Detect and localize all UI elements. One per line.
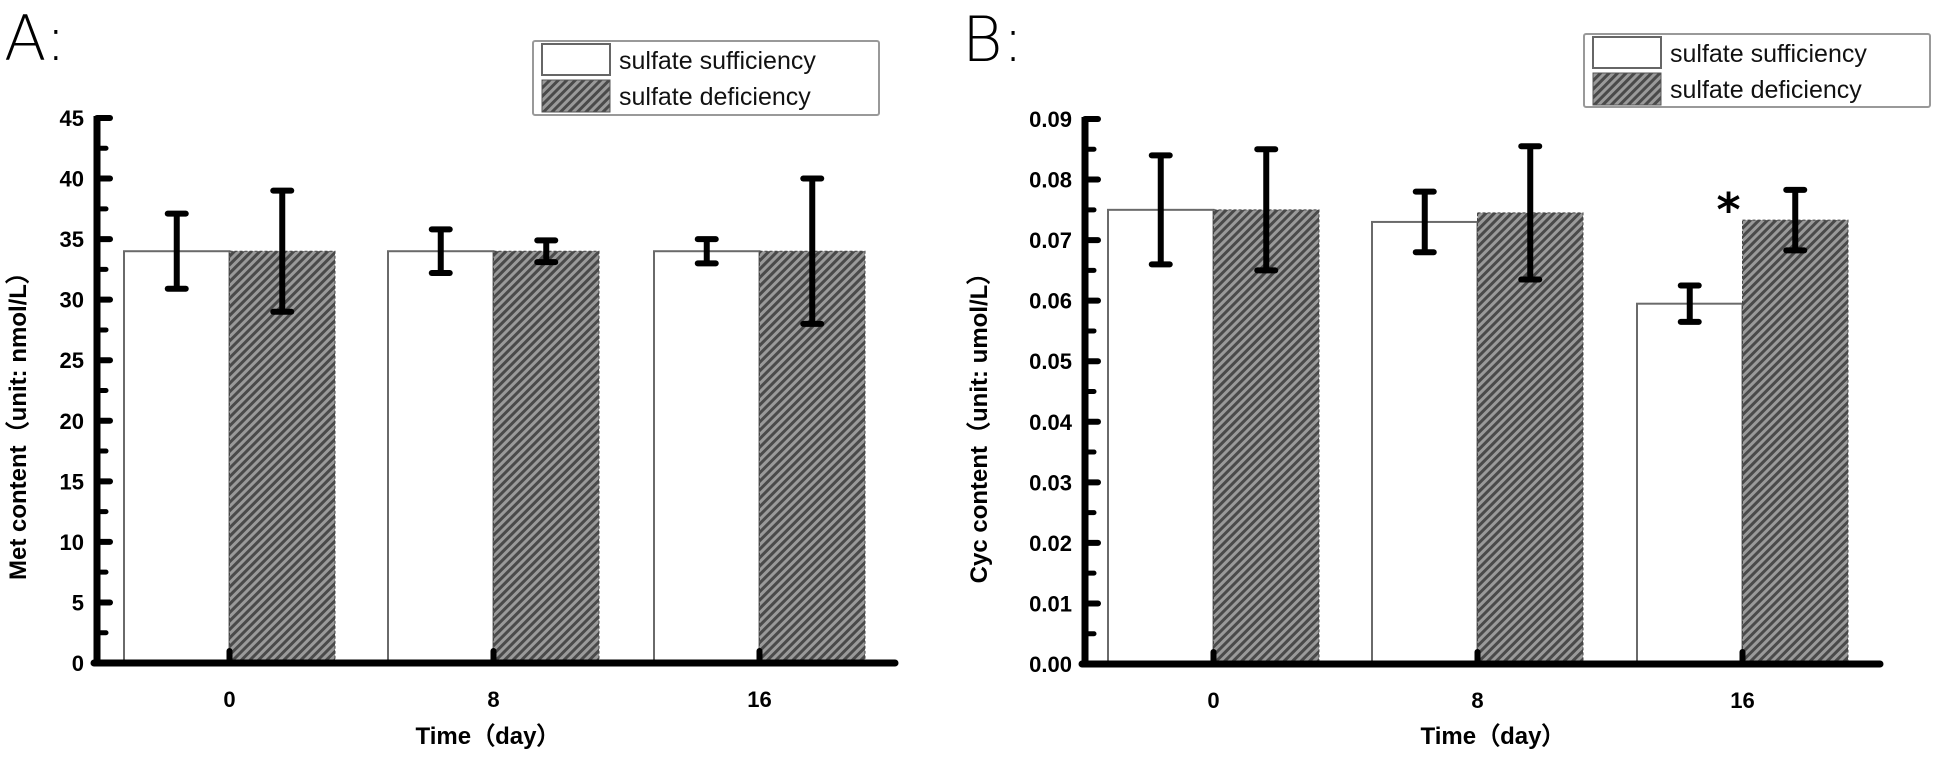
panel-a-bar-sufficiency-day-0 [123, 250, 231, 664]
panel-a-legend-box [532, 40, 880, 116]
panel-b-error-bar-sufficiency-day-16 [1677, 282, 1702, 325]
panel-a-y-tick-label: 15 [60, 469, 84, 494]
panel-b-bar-sufficiency-day-16 [1636, 302, 1744, 665]
panel-a-error-bar-deficiency-day-16 [800, 175, 825, 327]
panel-a-y-tick-label: 35 [60, 227, 84, 252]
panel-a-bar-sufficiency-day-8 [387, 250, 495, 664]
panel-a-y-tick-label: 0 [72, 651, 84, 676]
panel-b-y-axis-title: Cyc content（unit: umol/L） [966, 261, 993, 584]
panel-b-bar-deficiency-day-16 [1742, 219, 1849, 665]
panel-b-y-tick-label: 0.00 [1029, 652, 1072, 677]
panel-b-bar-deficiency-day-0 [1213, 209, 1320, 665]
panel-b-error-bar-deficiency-day-16 [1783, 186, 1808, 254]
panel-b-y-tick-label: 0.02 [1029, 531, 1072, 556]
panel-b-y-tick-label: 0.04 [1029, 410, 1073, 435]
panel-b-y-tick-label: 0.07 [1029, 228, 1072, 253]
panel-a-y-axis-title: Met content（unit: nmol/L） [5, 260, 32, 580]
panel-a-plot: 0 5 10 15 20 25 30 35 40 45 0 8 16 [60, 106, 899, 712]
panel-b-bar-deficiency-day-8 [1477, 212, 1584, 665]
panel-b-bar-sufficiency-day-8 [1371, 220, 1479, 665]
panel-b-y-tick-label: 0.09 [1029, 107, 1072, 132]
panel-a-error-bar-deficiency-day-8 [534, 237, 559, 266]
panel-b-x-tick-label: 8 [1471, 688, 1483, 713]
panel-a-error-bar-sufficiency-day-0 [164, 210, 189, 292]
panel-a-legend-label-sufficiency: sulfate sufficiency [619, 47, 816, 75]
panel-b-x-axis-title: Time（day） [1421, 723, 1566, 750]
panel-b-legend-label-deficiency: sulfate deficiency [1670, 76, 1862, 104]
panel-b-error-bar-deficiency-day-0 [1254, 146, 1279, 274]
panel-a-error-bar-deficiency-day-0 [270, 187, 295, 315]
panel-a-x-axis-title: Time（day） [416, 723, 561, 750]
panel-b-legend: sulfate sufficiency sulfate deficiency [1583, 33, 1931, 108]
panel-a-bar-deficiency-day-0 [229, 250, 336, 664]
panel-a-y-tick-label: 40 [60, 167, 84, 192]
panel-a-bar-deficiency-day-8 [493, 250, 600, 664]
panel-a-y-tick-label: 20 [60, 409, 84, 434]
panel-a-legend-label-deficiency: sulfate deficiency [619, 83, 811, 111]
panel-b-error-bar-sufficiency-day-8 [1412, 188, 1437, 256]
panel-b-error-bar-sufficiency-day-0 [1148, 152, 1173, 268]
panel-b-error-bar-deficiency-day-8 [1518, 143, 1543, 283]
panel-b-bar-sufficiency-day-0 [1107, 208, 1215, 665]
panel-b-x-tick-label: 16 [1730, 688, 1754, 713]
panel-b-legend-label-sufficiency: sulfate sufficiency [1670, 40, 1867, 68]
panel-a-x-tick-label: 8 [487, 687, 499, 712]
panel-b: B: Time（day） Cyc content（unit: umol/L） 0… [962, 3, 1931, 750]
panel-a-y-tick-label: 30 [60, 288, 84, 313]
panel-a-legend: sulfate sufficiency sulfate deficiency [532, 40, 880, 116]
panel-a-error-bar-sufficiency-day-16 [694, 236, 719, 267]
panel-a-bar-sufficiency-day-16 [653, 250, 761, 664]
panel-a-x-tick-label: 16 [747, 687, 771, 712]
panel-b-y-tick-label: 0.01 [1029, 591, 1072, 616]
panel-b-y-tick-label: 0.05 [1029, 349, 1072, 374]
panel-a-legend-swatch-deficiency [541, 79, 611, 113]
panel-a-x-tick-label: 0 [223, 687, 235, 712]
panel-b-x-tick-label: 0 [1207, 688, 1219, 713]
panel-a-y-tick-label: 5 [72, 590, 84, 615]
panel-b-y-tick-label: 0.03 [1029, 470, 1072, 495]
panel-b-legend-swatch-sufficiency [1592, 36, 1662, 69]
panel-a-y-tick-label: 25 [60, 348, 84, 373]
panel-a-label: A: [4, 2, 66, 75]
panel-a: A: Time（day） Met content（unit: nmol/L） 0… [4, 2, 899, 750]
panel-a-y-tick-label: 45 [60, 106, 84, 131]
panel-a-error-bar-sufficiency-day-8 [428, 226, 453, 277]
panel-a-y-tick-label: 10 [60, 530, 84, 555]
panel-b-y-tick-label: 0.08 [1029, 168, 1072, 193]
panel-b-legend-swatch-deficiency [1592, 72, 1662, 106]
panel-b-plot: 0.00 0.01 0.02 0.03 0.04 0.05 0.06 0.07 0.08 0.09… [1029, 107, 1884, 713]
panel-a-legend-swatch-sufficiency [541, 43, 611, 76]
panel-b-y-tick-label: 0.06 [1029, 289, 1072, 314]
panel-b-legend-box [1583, 33, 1931, 108]
panel-b-significance-asterisk: * [1716, 183, 1740, 237]
panel-b-label: B: [962, 3, 1024, 76]
